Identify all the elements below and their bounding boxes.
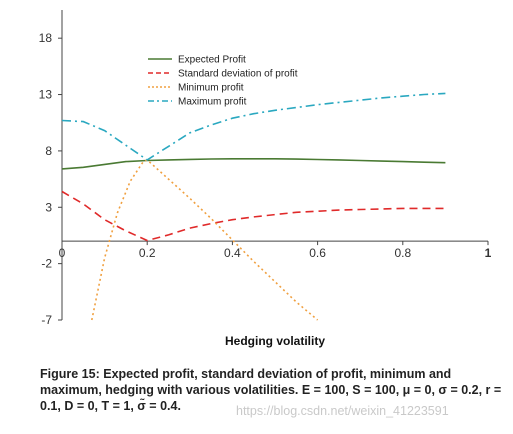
figure-caption: Figure 15: Expected profit, standard dev… [40,366,502,414]
series-line-2 [61,190,446,242]
x-tick-label: 0.2 [139,246,156,260]
caption-params: E = 100, S = 100, μ = 0, σ = 0.2, r = 0.… [40,383,502,413]
y-tick-label: 8 [45,144,52,158]
x-tick-label: 1 [485,246,492,260]
caption-text: Expected profit, standard deviation of p… [40,367,452,397]
y-tick-label: -2 [41,257,52,271]
series-line-3 [91,158,319,321]
x-tick-label: 0.8 [394,246,411,260]
y-tick-label: 18 [39,31,53,45]
y-tick-label: -7 [41,313,52,327]
series-line-1 [61,158,446,170]
x-axis-title: Hedging volatility [225,334,325,348]
y-tick-label: 13 [39,88,53,102]
chart-axes [58,10,489,321]
line-chart: 18 13 8 3 -2 -7 0 0.2 0.4 0.6 0.8 1 Expected Profit… [39,10,492,348]
legend: Expected Profit Standard deviation of pro… [148,55,298,108]
watermark-url: https://blog.csdn.net/weixin_41223591 [236,404,449,418]
x-tick-label: 0.4 [224,246,241,260]
tick-labels: 18 13 8 3 -2 -7 0 0.2 0.4 0.6 0.8 1 [39,31,492,327]
legend-label: Standard deviation of profit [178,69,298,80]
x-tick-label: 0 [59,246,66,260]
series-line-4 [61,92,446,161]
caption-label: Figure 15: [40,367,100,381]
y-tick-label: 3 [45,200,52,214]
legend-label: Maximum profit [178,97,247,108]
series-lines [61,92,446,321]
legend-label: Minimum profit [178,83,244,94]
legend-label: Expected Profit [178,55,246,66]
x-tick-label: 0.6 [309,246,326,260]
